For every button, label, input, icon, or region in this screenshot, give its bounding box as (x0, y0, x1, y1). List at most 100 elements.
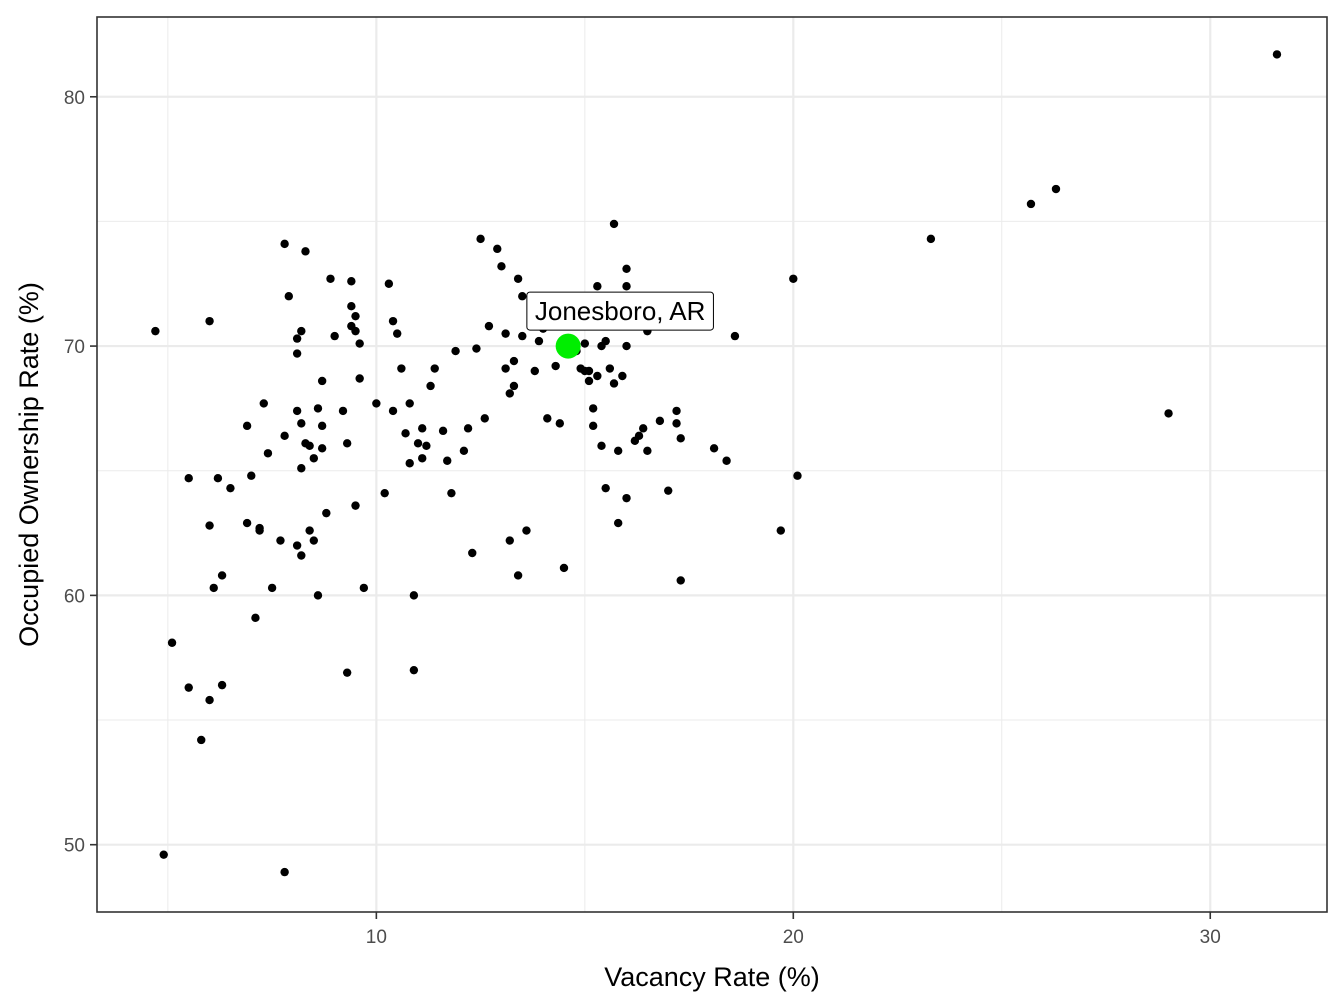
data-point (597, 441, 606, 451)
data-point (438, 426, 448, 436)
data-point (317, 444, 327, 453)
data-point (484, 321, 494, 331)
data-point (1051, 184, 1061, 194)
data-point (347, 277, 356, 286)
data-point (613, 446, 623, 455)
data-point (393, 329, 402, 338)
data-point (409, 665, 419, 675)
data-point (501, 329, 510, 338)
grid-lines (97, 17, 1327, 912)
data-point (505, 389, 514, 398)
data-point (184, 474, 193, 483)
data-point (351, 501, 360, 510)
x-axis-title: Vacancy Rate (%) (604, 962, 820, 992)
data-point (522, 526, 531, 535)
data-point (342, 668, 352, 677)
data-point (297, 551, 306, 560)
data-point (226, 483, 235, 493)
data-point (217, 571, 227, 580)
y-tick-label: 60 (64, 586, 85, 607)
data-point (451, 346, 460, 356)
data-point (342, 439, 352, 448)
data-point (317, 376, 327, 386)
data-point (789, 274, 798, 283)
data-point (468, 548, 477, 558)
data-point (197, 735, 206, 745)
data-point (593, 371, 602, 381)
data-point (584, 366, 594, 376)
data-point (776, 526, 785, 535)
data-point (513, 571, 523, 580)
data-point (518, 331, 527, 341)
data-point (301, 247, 310, 256)
data-point (355, 339, 364, 348)
data-point (297, 326, 306, 336)
data-point (326, 274, 335, 283)
data-point (184, 683, 193, 692)
data-point (1164, 409, 1173, 418)
data-point (388, 316, 398, 326)
highlight-annotation: Jonesboro, AR (526, 291, 714, 359)
data-point (655, 416, 665, 426)
data-point (622, 282, 631, 291)
data-point (259, 399, 268, 408)
data-point (622, 493, 631, 503)
data-point (501, 364, 510, 373)
data-point (613, 518, 623, 528)
data-point (213, 474, 223, 483)
data-point (359, 583, 369, 593)
highlight-point (555, 333, 581, 359)
data-point (584, 376, 594, 386)
data-point (280, 867, 289, 877)
data-point (292, 334, 302, 343)
data-point (530, 366, 539, 376)
data-point (459, 446, 469, 455)
data-point (543, 414, 552, 423)
data-point (422, 441, 431, 451)
data-point (447, 488, 456, 498)
data-point (509, 356, 519, 366)
data-point (292, 541, 302, 550)
data-point (276, 536, 285, 545)
data-point (722, 456, 731, 465)
data-point (330, 331, 339, 341)
data-point (401, 429, 410, 438)
data-point (634, 431, 644, 441)
data-point (518, 292, 527, 301)
data-point (476, 234, 485, 244)
data-point (588, 421, 598, 431)
data-point (205, 695, 214, 705)
data-point (672, 419, 681, 428)
data-point (676, 434, 685, 443)
data-point (205, 316, 214, 326)
data-point (313, 591, 323, 600)
data-point (588, 404, 598, 413)
data-point (305, 441, 314, 451)
x-tick-label: 20 (783, 927, 804, 948)
data-point (505, 536, 514, 545)
y-tick-label: 70 (64, 337, 85, 358)
data-point (351, 326, 360, 336)
data-point (159, 850, 168, 859)
data-point (380, 488, 389, 498)
data-point (926, 234, 936, 244)
data-point (280, 239, 289, 249)
highlight-label-box (526, 291, 714, 331)
data-point (242, 518, 252, 528)
data-point (309, 454, 319, 463)
data-point (297, 464, 306, 473)
data-point (480, 414, 489, 423)
data-point (618, 371, 627, 381)
data-point (255, 526, 264, 535)
data-point (472, 344, 481, 353)
data-point (509, 381, 519, 391)
data-point (322, 508, 331, 518)
y-tick-label: 50 (64, 836, 85, 857)
data-point (405, 459, 414, 468)
data-point (292, 406, 302, 416)
data-point (793, 471, 802, 480)
data-point (664, 486, 673, 495)
data-point (463, 424, 473, 433)
data-point (313, 404, 323, 413)
